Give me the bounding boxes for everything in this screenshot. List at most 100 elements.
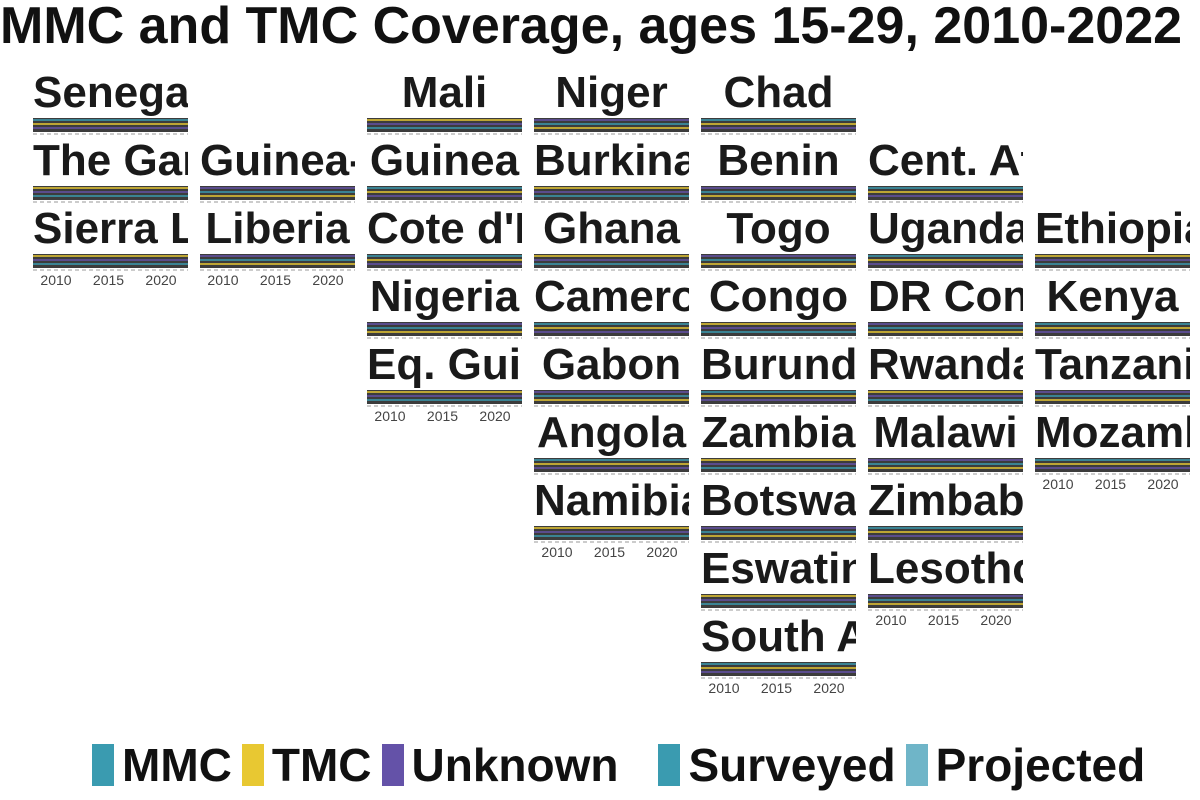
coverage-band — [701, 531, 856, 533]
facet-ethiopia: Ethiopia — [1035, 204, 1190, 272]
facet-label: Congo — [708, 272, 849, 321]
facet-guinea-bissau: Guinea-Bissau — [200, 136, 355, 204]
coverage-band — [367, 123, 522, 125]
legend-label-projected: Projected — [935, 739, 1146, 791]
coverage-band — [701, 327, 856, 329]
x-tick-label: 2020 — [1147, 476, 1179, 492]
facet-mozambique: Mozambique — [1035, 408, 1190, 476]
coverage-band — [868, 535, 1023, 537]
facet-tanzania: Tanzania — [1035, 340, 1190, 408]
x-axis: 2010 2015 2020 — [534, 544, 689, 560]
coverage-band — [33, 187, 188, 189]
coverage-band — [868, 187, 1023, 189]
coverage-band — [534, 467, 689, 469]
facet-label: Kenya — [1046, 272, 1179, 321]
facet-label: DR Congo — [868, 272, 1023, 321]
facet-plot — [534, 458, 689, 475]
coverage-band — [868, 195, 1023, 197]
x-tick-label: 2010 — [1042, 476, 1074, 492]
facet-zambia: Zambia — [701, 408, 856, 476]
coverage-band — [701, 527, 856, 529]
coverage-band — [868, 459, 1023, 461]
facet-plot — [1035, 458, 1190, 475]
coverage-band — [868, 259, 1023, 261]
coverage-band — [200, 191, 355, 193]
coverage-band — [367, 331, 522, 333]
legend-label-unknown: Unknown — [411, 739, 619, 791]
coverage-band — [33, 191, 188, 193]
facet-label: Lesotho — [868, 544, 1023, 593]
facet-plot — [33, 254, 188, 271]
coverage-band — [868, 399, 1023, 401]
coverage-band — [868, 527, 1023, 529]
coverage-band — [1035, 263, 1190, 265]
coverage-band — [701, 463, 856, 465]
coverage-band — [701, 331, 856, 333]
facet-rwanda: Rwanda — [868, 340, 1023, 408]
facet-label: Nigeria — [369, 272, 520, 321]
coverage-band — [868, 263, 1023, 265]
facet-burundi: Burundi — [701, 340, 856, 408]
x-tick-label: 2020 — [145, 272, 177, 288]
facet-plot — [33, 186, 188, 203]
facet-south-africa: South Africa — [701, 612, 856, 680]
facet-plot — [534, 526, 689, 543]
x-tick-label: 2015 — [92, 272, 125, 288]
facet-label: Cent. Af. Rep. — [868, 136, 1023, 185]
legend-swatch-surveyed — [658, 744, 681, 786]
legend-label-surveyed: Surveyed — [688, 739, 896, 791]
facet-label: Uganda — [868, 204, 1023, 253]
coverage-band — [701, 191, 856, 193]
coverage-band — [367, 263, 522, 265]
coverage-band — [1035, 323, 1190, 325]
coverage-band — [534, 327, 689, 329]
legend: MMC TMC Unknown Surveyed Projected — [92, 738, 1155, 792]
coverage-band — [200, 195, 355, 197]
chart-title: MMC and TMC Coverage, ages 15-29, 2010-2… — [0, 0, 1183, 55]
coverage-band — [534, 323, 689, 325]
coverage-band — [534, 259, 689, 261]
x-tick-label: 2015 — [1094, 476, 1127, 492]
coverage-band — [367, 259, 522, 261]
facet-label: Burkina Faso — [534, 136, 689, 185]
facet-congo: Congo — [701, 272, 856, 340]
coverage-band — [33, 123, 188, 125]
facet-nigeria: Nigeria — [367, 272, 522, 340]
coverage-band — [534, 255, 689, 257]
x-axis: 2010 2015 2020 — [367, 408, 522, 424]
coverage-band — [701, 459, 856, 461]
facet-niger: Niger — [534, 68, 689, 136]
facet-label: South Africa — [701, 612, 856, 661]
coverage-band — [367, 187, 522, 189]
facet-label: Malawi — [873, 408, 1018, 457]
facet-plot — [701, 526, 856, 543]
coverage-band — [701, 667, 856, 669]
facet-eswatini: Eswatini — [701, 544, 856, 612]
facet-label: Eq. Guinea — [367, 340, 522, 389]
facet-kenya: Kenya — [1035, 272, 1190, 340]
coverage-band — [701, 255, 856, 257]
coverage-band — [367, 391, 522, 393]
coverage-band — [1035, 327, 1190, 329]
x-axis: 2010 2015 2020 — [868, 612, 1023, 628]
facet-plot — [1035, 254, 1190, 271]
coverage-band — [1035, 395, 1190, 397]
facet-plot — [200, 186, 355, 203]
facet-plot — [701, 594, 856, 611]
coverage-band — [1035, 463, 1190, 465]
coverage-band — [701, 603, 856, 605]
facet-botswana: Botswana — [701, 476, 856, 544]
coverage-band — [200, 255, 355, 257]
facet-plot — [868, 322, 1023, 339]
facet-plot — [868, 390, 1023, 407]
legend-swatch-tmc — [241, 744, 264, 786]
coverage-band — [367, 395, 522, 397]
facet-sierra-leone: Sierra Leone — [33, 204, 188, 272]
coverage-band — [534, 531, 689, 533]
x-tick-label: 2015 — [259, 272, 292, 288]
coverage-band — [33, 255, 188, 257]
facet-label: Gabon — [541, 340, 682, 389]
facet-label: Zambia — [701, 408, 856, 457]
facet-plot — [367, 118, 522, 135]
